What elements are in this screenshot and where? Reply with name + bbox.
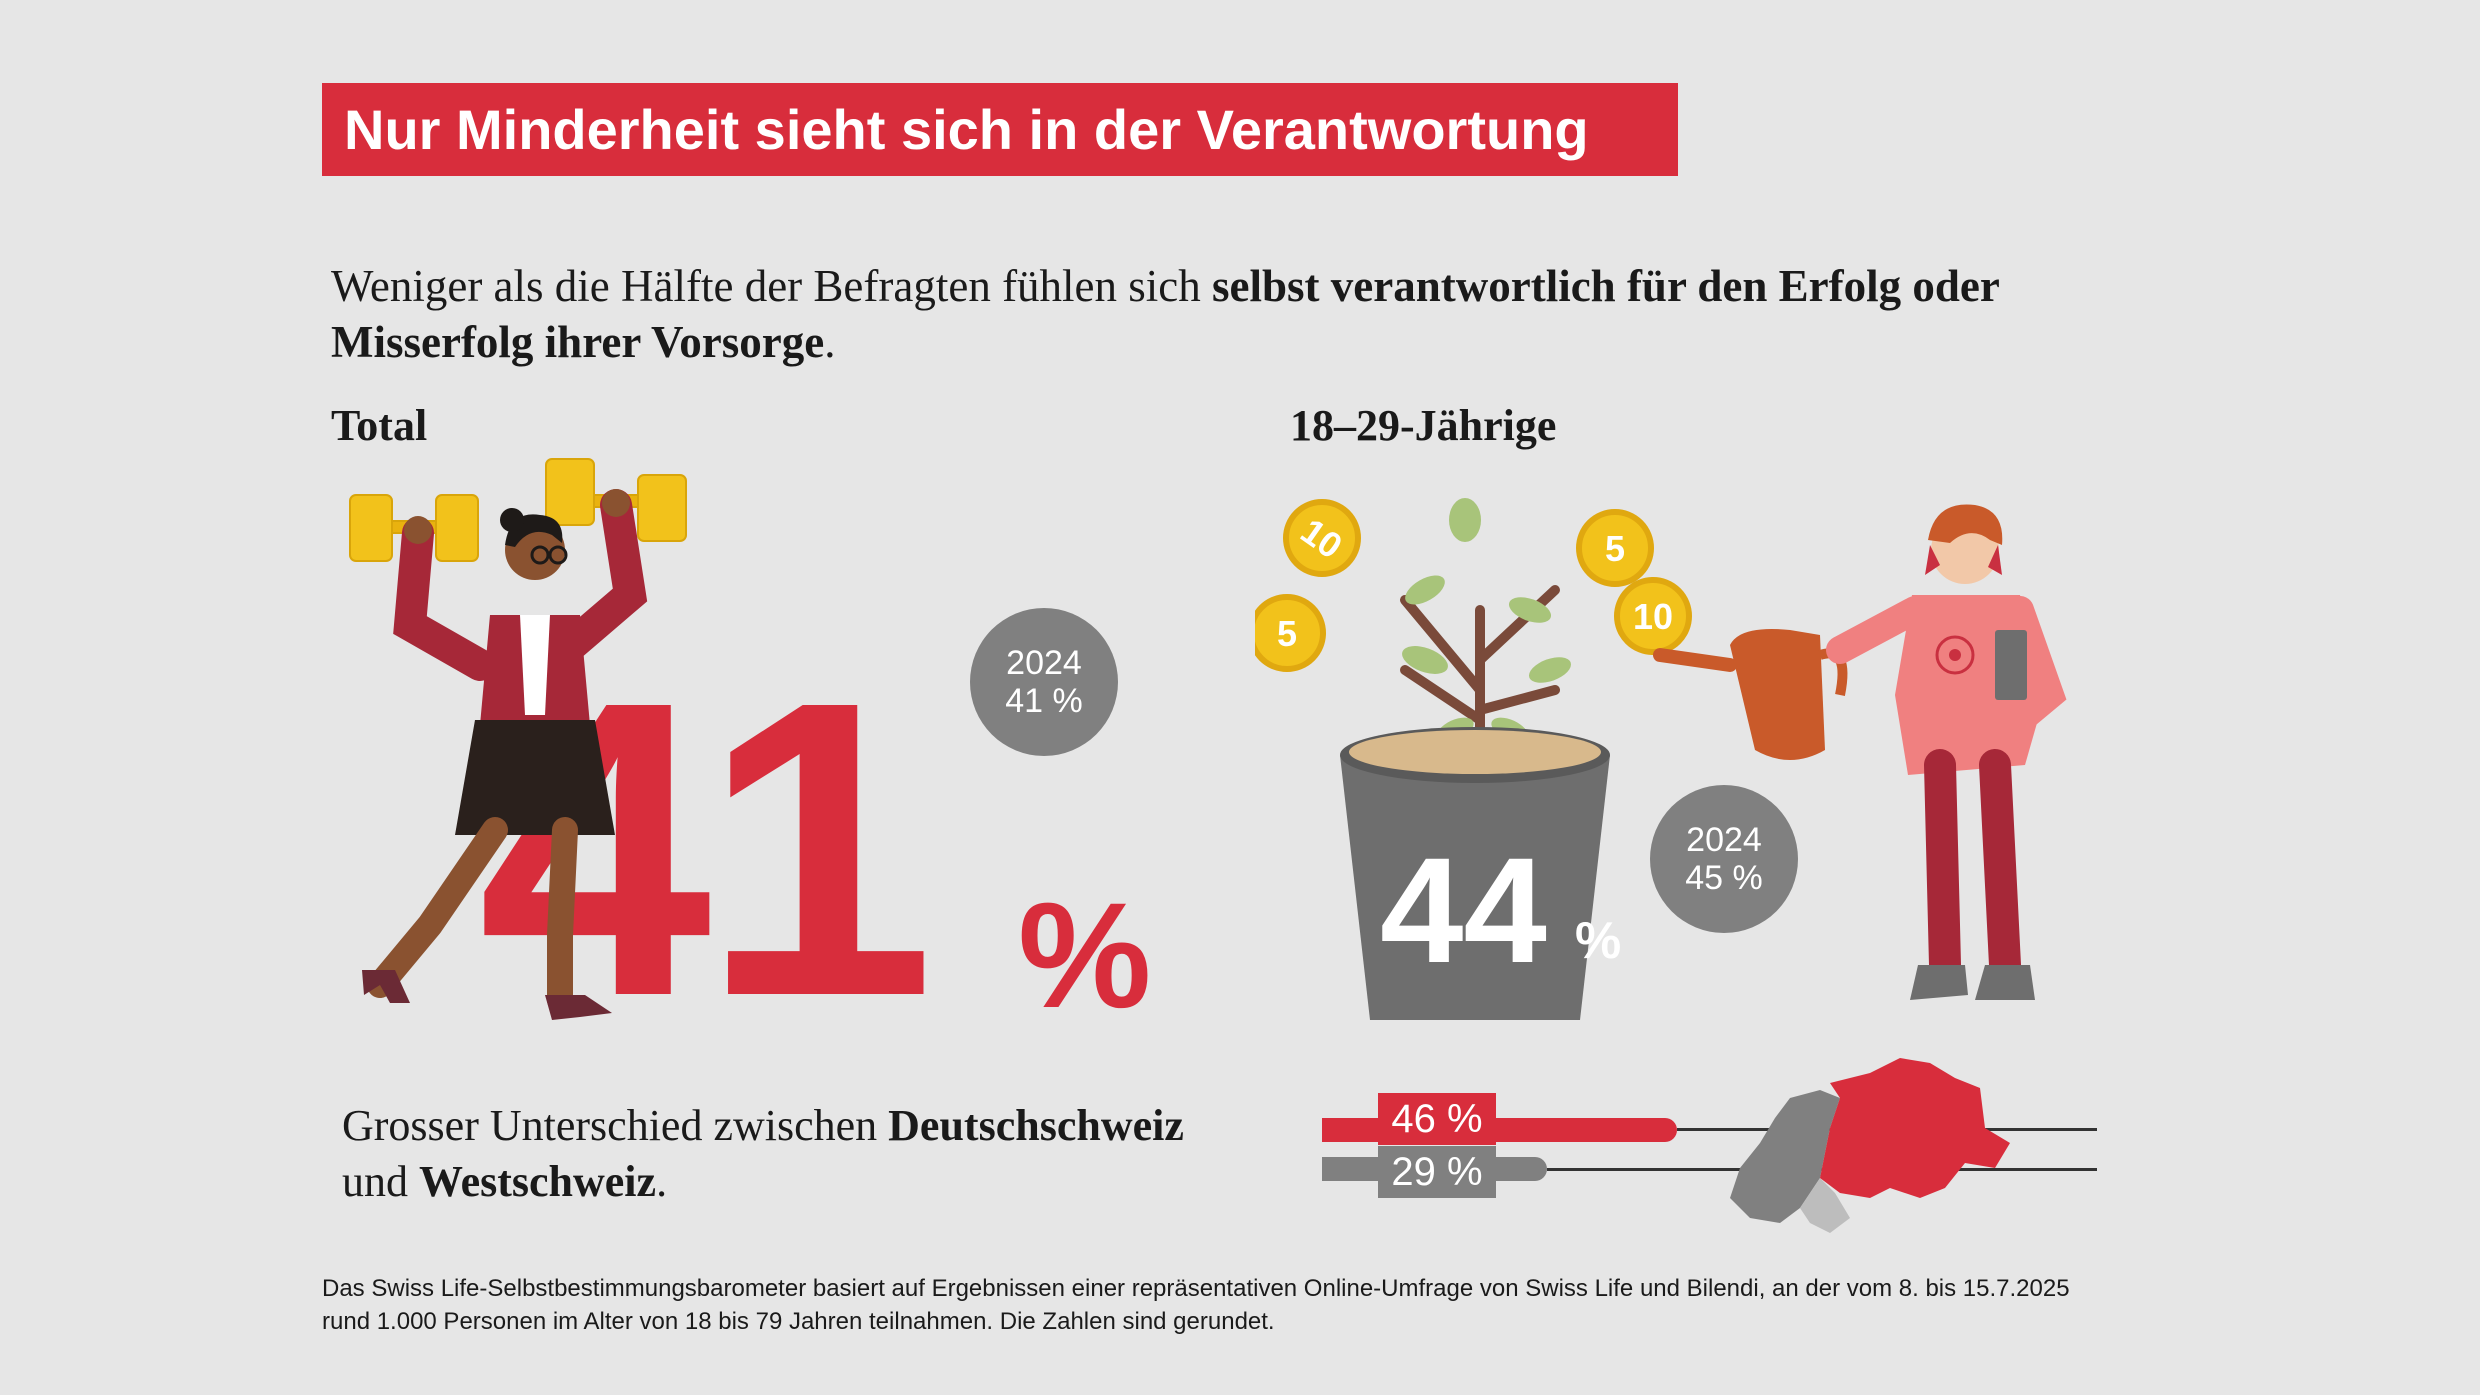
young-person-watering-icon bbox=[1653, 504, 2067, 1000]
bar-deutschschweiz-label: 46 % bbox=[1378, 1093, 1496, 1145]
total-2024-badge: 2024 41 % bbox=[970, 608, 1118, 756]
young-badge-year: 2024 bbox=[1686, 821, 1762, 859]
bar-deutschschweiz bbox=[1322, 1118, 1677, 1142]
money-tree-pot-icon bbox=[1340, 498, 1610, 1020]
page-title: Nur Minderheit sieht sich in der Verantw… bbox=[344, 98, 1589, 161]
bar-westschweiz-label: 29 % bbox=[1378, 1146, 1496, 1198]
coins-icon: 10 5 5 10 bbox=[1255, 499, 1692, 672]
coin-5-right: 5 bbox=[1605, 528, 1625, 569]
region-text: Grosser Unterschied zwischen Deutschschw… bbox=[342, 1098, 1322, 1210]
intro-plain: Weniger als die Hälfte der Befragten füh… bbox=[331, 261, 1213, 311]
coin-10-right: 10 bbox=[1633, 596, 1673, 637]
footnote: Das Swiss Life-Selbstbestimmungsbaromete… bbox=[322, 1272, 2222, 1338]
young-label: 18–29-Jährige bbox=[1290, 401, 1557, 450]
footnote-line-2: rund 1.000 Personen im Alter von 18 bis … bbox=[322, 1308, 1275, 1335]
region-line-1: Grosser Unterschied zwischen Deutschschw… bbox=[342, 1101, 1184, 1150]
switzerland-map-icon bbox=[1730, 1058, 2010, 1233]
total-label: Total bbox=[331, 401, 428, 450]
young-badge-value: 45 % bbox=[1685, 859, 1763, 897]
intro-end: . bbox=[824, 317, 836, 367]
region-line-2: und Westschweiz. bbox=[342, 1157, 668, 1206]
young-2024-badge: 2024 45 % bbox=[1650, 785, 1798, 933]
young-unit: % bbox=[1575, 912, 1622, 970]
total-badge-value: 41 % bbox=[1005, 682, 1083, 720]
footnote-line-1: Das Swiss Life-Selbstbestimmungsbaromete… bbox=[322, 1275, 2070, 1302]
total-unit: % bbox=[1018, 871, 1152, 1039]
intro-text: Weniger als die Hälfte der Befragten füh… bbox=[331, 258, 2211, 370]
woman-lifting-coins-icon bbox=[349, 458, 687, 1020]
total-badge-year: 2024 bbox=[1006, 644, 1082, 682]
coin-5-left: 5 bbox=[1277, 613, 1297, 654]
title-banner: Nur Minderheit sieht sich in der Verantw… bbox=[322, 83, 1678, 176]
young-value: 44 bbox=[1380, 826, 1547, 994]
intro-bold: selbst verantwortlich für den Erfolg ode… bbox=[331, 261, 2000, 367]
